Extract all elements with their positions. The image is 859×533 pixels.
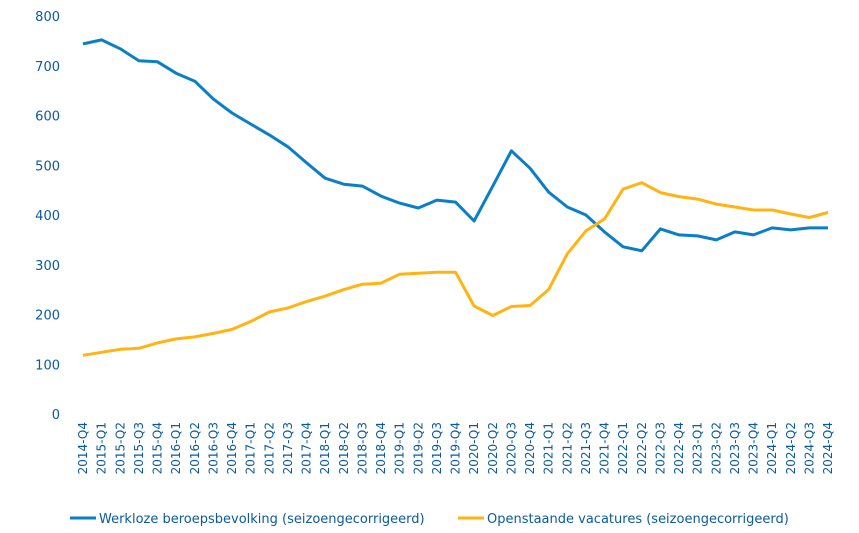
x-tick-label: 2020-Q3 [504, 422, 518, 474]
x-tick-label: 2023-Q3 [728, 422, 742, 474]
x-tick-label: 2021-Q2 [560, 422, 574, 474]
x-tick-label: 2019-Q1 [393, 422, 407, 474]
x-tick-label: 2018-Q3 [355, 422, 369, 474]
x-tick-label: 2020-Q1 [467, 422, 481, 474]
y-tick-label: 600 [35, 110, 60, 125]
x-tick-label: 2019-Q3 [430, 422, 444, 474]
x-tick-label: 2021-Q1 [542, 422, 556, 474]
x-tick-label: 2017-Q1 [244, 422, 258, 474]
x-tick-label: 2019-Q2 [411, 422, 425, 474]
legend-label: Werkloze beroepsbevolking (seizoengecorr… [99, 512, 425, 527]
x-tick-label: 2018-Q4 [374, 422, 388, 474]
x-tick-label: 2021-Q3 [579, 422, 593, 474]
x-tick-label: 2023-Q2 [709, 422, 723, 474]
series-line-0 [82, 38, 828, 253]
series-lines [82, 38, 829, 357]
x-tick-label: 2022-Q1 [616, 422, 630, 474]
x-tick-label: 2023-Q1 [691, 422, 705, 474]
x-tick-label: 2015-Q1 [95, 422, 109, 474]
y-tick-label: 500 [35, 159, 60, 174]
x-tick-label: 2021-Q4 [598, 422, 612, 474]
x-tick-label: 2022-Q4 [672, 422, 686, 474]
x-tick-label: 2015-Q3 [132, 422, 146, 474]
x-tick-label: 2023-Q4 [747, 422, 761, 474]
x-tick-label: 2020-Q4 [523, 422, 537, 474]
y-tick-label: 300 [35, 259, 60, 274]
x-tick-label: 2024-Q4 [821, 422, 835, 474]
x-tick-label: 2022-Q3 [653, 422, 667, 474]
x-axis: 2014-Q4 2015-Q1 2015-Q2 2015-Q3 2015-Q4 2016-… [76, 422, 835, 474]
x-tick-label: 2024-Q1 [765, 422, 779, 474]
x-tick-label: 2022-Q2 [635, 422, 649, 474]
x-tick-label: 2014-Q4 [76, 422, 90, 474]
x-tick-label: 2018-Q1 [318, 422, 332, 474]
x-tick-label: 2017-Q4 [300, 422, 314, 474]
y-tick-label: 0 [52, 408, 60, 423]
x-tick-label: 2016-Q3 [206, 422, 220, 474]
legend: Werkloze beroepsbevolking (seizoengecorr… [70, 512, 789, 527]
y-tick-label: 100 [35, 358, 60, 373]
y-tick-label: 800 [35, 10, 60, 25]
x-tick-label: 2019-Q4 [449, 422, 463, 474]
y-tick-label: 400 [35, 209, 60, 224]
y-tick-label: 700 [35, 60, 60, 75]
x-tick-label: 2016-Q1 [169, 422, 183, 474]
x-tick-label: 2017-Q3 [281, 422, 295, 474]
legend-label: Openstaande vacatures (seizoengecorrigee… [487, 512, 789, 527]
y-axis: 0 100 200 300 400 500 600 700 800 [35, 10, 60, 423]
x-tick-label: 2015-Q4 [151, 422, 165, 474]
y-tick-label: 200 [35, 309, 60, 324]
x-tick-label: 2020-Q2 [486, 422, 500, 474]
x-tick-label: 2016-Q2 [188, 422, 202, 474]
x-tick-label: 2017-Q2 [262, 422, 276, 474]
x-tick-label: 2024-Q2 [784, 422, 798, 474]
series-line-1 [82, 181, 829, 357]
x-tick-label: 2018-Q2 [337, 422, 351, 474]
x-tick-label: 2016-Q4 [225, 422, 239, 474]
x-tick-label: 2015-Q2 [113, 422, 127, 474]
x-tick-label: 2024-Q3 [802, 422, 816, 474]
